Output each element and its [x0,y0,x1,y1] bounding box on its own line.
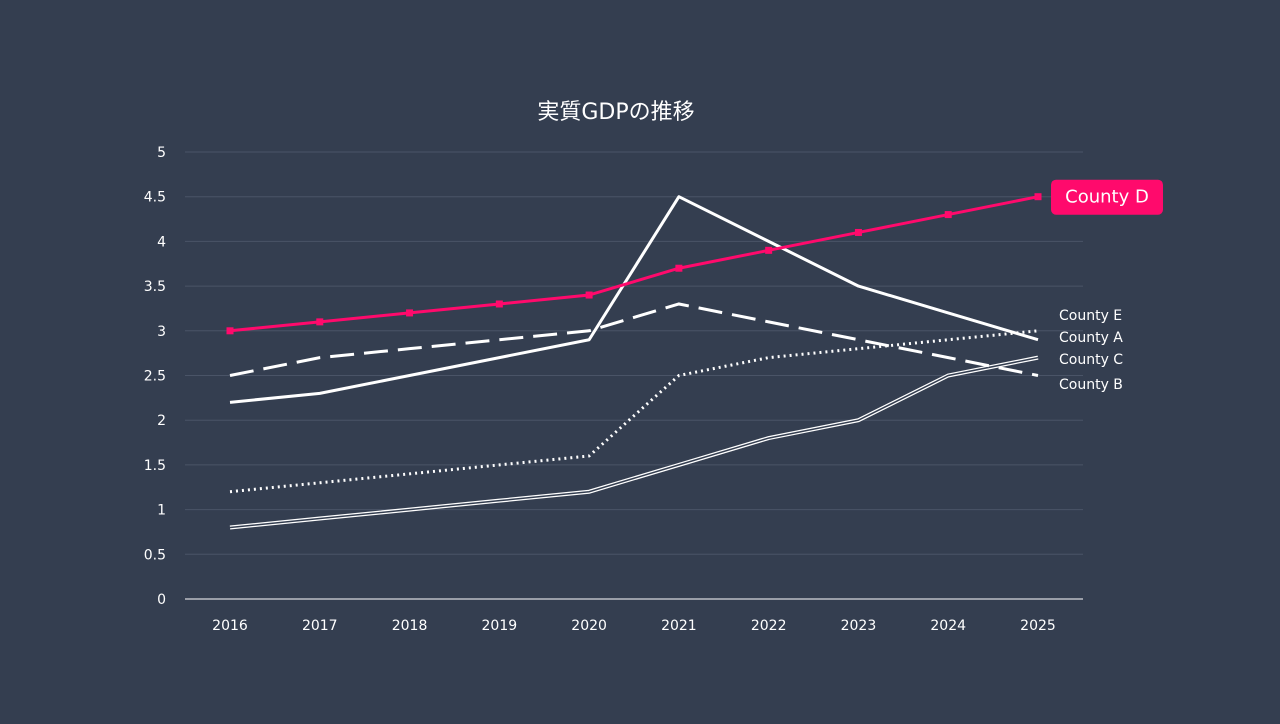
x-tick-label: 2017 [302,618,338,634]
y-tick-label: 3 [157,324,166,340]
y-tick-label: 5 [157,145,166,161]
series-line-county-b [229,302,1039,377]
data-point-county-d [1034,193,1042,201]
data-point-county-d [765,246,773,254]
y-tick-label: 2 [157,413,166,429]
data-point-county-d [854,228,862,236]
data-point-county-d [406,309,414,317]
series-line-county-d [229,195,1039,333]
y-tick-label: 4.5 [144,190,166,206]
x-tick-label: 2024 [930,618,966,634]
x-tick-label: 2022 [751,618,787,634]
x-tick-label: 2025 [1020,618,1056,634]
series-label-county-b: County B [1059,377,1123,393]
x-tick-label: 2020 [571,618,607,634]
series-badge-label: County D [1065,187,1149,208]
y-tick-label: 3.5 [144,279,166,295]
series-badge-background [1051,179,1163,215]
y-tick-label: 1.5 [144,458,166,474]
y-tick-label: 0 [157,592,166,608]
data-point-county-d [585,291,593,299]
series-label-county-c: County C [1059,352,1123,368]
y-tick-label: 2.5 [144,369,166,385]
x-tick-label: 2021 [661,618,697,634]
x-tick-label: 2016 [212,618,248,634]
data-point-county-d [675,264,683,272]
series-label-county-a: County A [1059,330,1123,346]
data-point-county-d [944,211,952,219]
y-tick-label: 4 [157,234,166,250]
x-tick-label: 2019 [482,618,518,634]
x-tick-label: 2018 [392,618,428,634]
chart-title: 実質GDPの推移 [537,100,694,125]
data-point-county-d [316,318,324,326]
series-line-county-a [229,195,1039,404]
series-line-county-c-inner [229,356,1039,529]
data-point-county-d [495,300,503,308]
series-badge-county-d: County D [1051,179,1163,215]
series-line-county-c [229,355,1039,530]
series-label-county-e: County E [1059,308,1122,324]
y-tick-label: 0.5 [144,547,166,563]
y-tick-label: 1 [157,503,166,519]
data-point-county-d [226,327,234,335]
x-tick-label: 2023 [841,618,877,634]
series-line-county-e [229,329,1039,494]
